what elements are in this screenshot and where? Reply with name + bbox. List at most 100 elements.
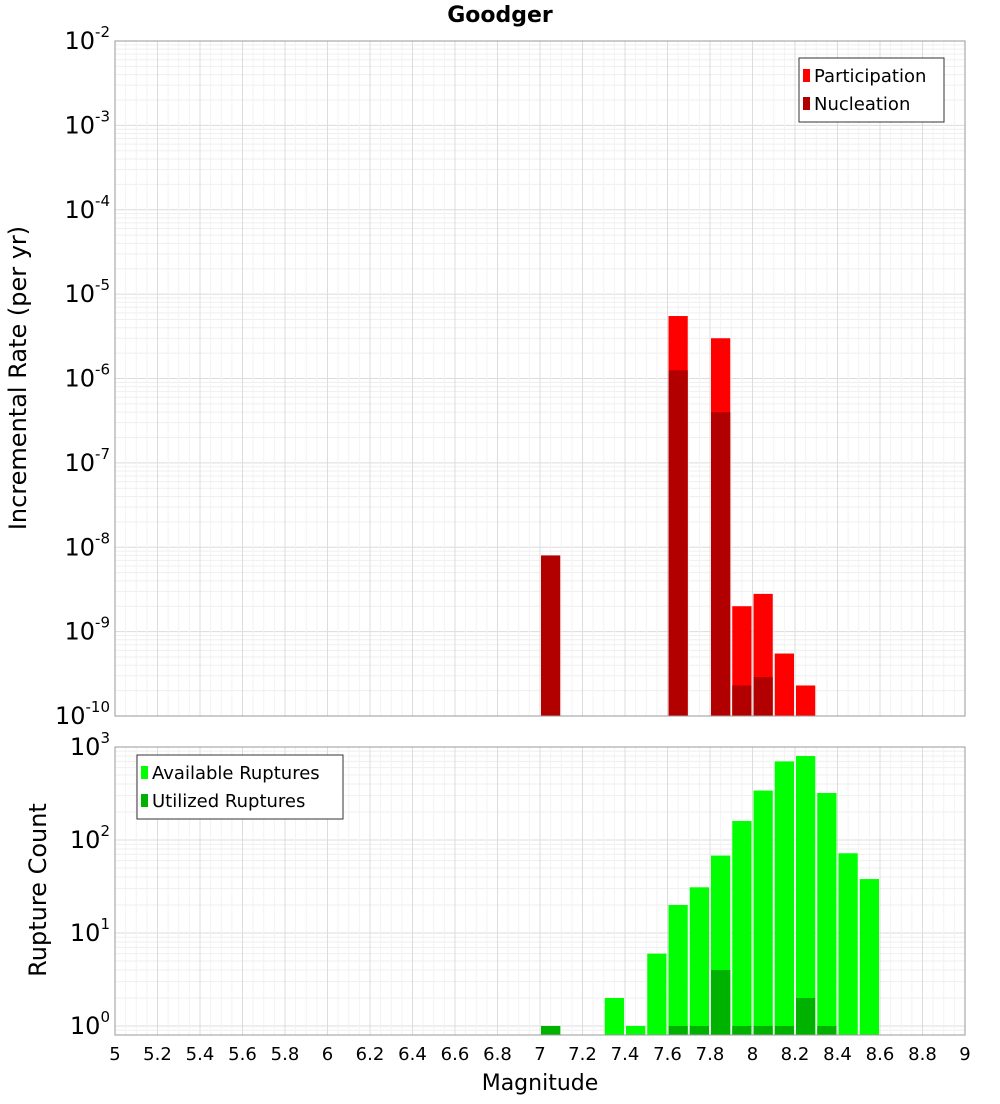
legend-swatch	[141, 766, 148, 779]
x-tick-label: 6.6	[441, 1044, 470, 1065]
y-tick-base: 10	[70, 919, 101, 947]
legend: Participation Nucleation	[798, 57, 945, 123]
y-tick-base: 10	[55, 702, 86, 730]
legend: Available Ruptures Utilized Ruptures	[136, 754, 344, 820]
x-tick-label: 7.8	[696, 1044, 725, 1065]
x-tick-label: 6.4	[398, 1044, 427, 1065]
bar-available-ruptures	[838, 853, 858, 1035]
legend-box	[798, 57, 945, 123]
y-tick-exponent: 1	[100, 915, 110, 933]
x-tick-label: 7.4	[611, 1044, 640, 1065]
x-tick-label: 5.8	[271, 1044, 300, 1065]
y-tick-base: 10	[64, 618, 95, 646]
y-tick-exponent: 3	[100, 729, 110, 747]
bar-utilized-ruptures	[732, 1025, 752, 1035]
x-tick-label: 8	[747, 1044, 758, 1065]
bar-nucleation	[541, 555, 561, 716]
y-tick-label: 102	[70, 822, 110, 854]
x-tick-label: 6	[322, 1044, 333, 1065]
x-tick-label: 5.6	[228, 1044, 257, 1065]
top-panel: 10-1010-910-810-710-610-510-410-310-2Par…	[55, 23, 966, 730]
bar-available-ruptures	[774, 761, 794, 1035]
x-axis-label: Magnitude	[482, 1071, 599, 1096]
bar-available-ruptures	[604, 997, 624, 1035]
x-tick-label: 6.8	[483, 1044, 512, 1065]
y-tick-base: 10	[64, 27, 95, 55]
bar-utilized-ruptures	[774, 1025, 794, 1035]
bar-utilized-ruptures	[541, 1025, 561, 1035]
x-tick-label: 7	[534, 1044, 545, 1065]
bar-utilized-ruptures	[668, 1025, 688, 1035]
bar-participation	[796, 685, 816, 716]
y-tick-base: 10	[70, 826, 101, 854]
y-tick-base: 10	[64, 111, 95, 139]
bar-available-ruptures	[626, 1025, 646, 1035]
y-tick-label: 10-6	[64, 361, 110, 393]
y-tick-exponent: -4	[95, 192, 110, 210]
y-tick-label: 103	[70, 729, 110, 761]
x-tick-label: 5.4	[186, 1044, 215, 1065]
bar-participation	[774, 653, 794, 716]
y-tick-exponent: 0	[100, 1008, 110, 1026]
plot-frame	[114, 40, 966, 717]
y-tick-label: 10-7	[64, 445, 110, 477]
y-tick-label: 10-9	[64, 614, 110, 646]
bar-available-ruptures	[753, 790, 773, 1035]
legend-swatch	[141, 794, 148, 807]
bar-utilized-ruptures	[753, 1025, 773, 1035]
x-tick-label: 8.4	[823, 1044, 852, 1065]
y-tick-label: 10-4	[64, 192, 110, 224]
x-tick-label: 7.2	[568, 1044, 597, 1065]
y-tick-exponent: -3	[95, 107, 110, 125]
y-tick-base: 10	[70, 733, 101, 761]
top-y-axis-label: Incremental Rate (per yr)	[4, 226, 32, 530]
y-tick-label: 10-5	[64, 276, 110, 308]
legend-swatch	[803, 69, 810, 82]
y-tick-base: 10	[64, 280, 95, 308]
y-tick-base: 10	[64, 365, 95, 393]
x-tick-label: 8.8	[908, 1044, 937, 1065]
bar-utilized-ruptures	[689, 1025, 709, 1035]
bar-available-ruptures	[732, 821, 752, 1035]
bar-nucleation	[732, 685, 752, 716]
y-tick-label: 100	[70, 1008, 110, 1040]
chart-title: Goodger	[447, 3, 553, 28]
y-tick-exponent: -10	[86, 698, 111, 716]
x-tick-label: 5.2	[143, 1044, 172, 1065]
bar-nucleation	[711, 412, 731, 716]
bar-nucleation	[668, 370, 688, 716]
legend-swatch	[803, 97, 810, 110]
bottom-y-axis-label: Rupture Count	[24, 803, 52, 977]
y-tick-label: 101	[70, 915, 110, 947]
bar-available-ruptures	[647, 953, 667, 1035]
plot-frame	[114, 746, 966, 1036]
x-tick-label: 8.2	[781, 1044, 810, 1065]
y-tick-label: 10-8	[64, 529, 110, 561]
bar-utilized-ruptures	[817, 1025, 837, 1035]
x-tick-label: 9	[959, 1044, 970, 1065]
legend-box	[136, 754, 344, 820]
bar-nucleation	[753, 676, 773, 716]
legend-label: Participation	[814, 66, 926, 87]
x-tick-label: 5	[109, 1044, 120, 1065]
legend-label: Utilized Ruptures	[152, 791, 305, 812]
y-tick-base: 10	[64, 449, 95, 477]
y-tick-exponent: -6	[95, 361, 110, 379]
bar-utilized-ruptures	[796, 997, 816, 1035]
bar-utilized-ruptures	[711, 969, 731, 1035]
y-tick-exponent: -5	[95, 276, 110, 294]
y-tick-exponent: -9	[95, 614, 110, 632]
y-tick-exponent: -7	[95, 445, 110, 463]
legend-label: Nucleation	[814, 94, 910, 115]
bar-available-ruptures	[817, 793, 837, 1035]
y-tick-exponent: 2	[100, 822, 110, 840]
y-tick-base: 10	[64, 533, 95, 561]
y-tick-base: 10	[64, 196, 95, 224]
legend-label: Available Ruptures	[152, 763, 320, 784]
bar-available-ruptures	[668, 904, 688, 1035]
y-tick-label: 10-10	[55, 698, 110, 730]
bar-available-ruptures	[689, 887, 709, 1035]
